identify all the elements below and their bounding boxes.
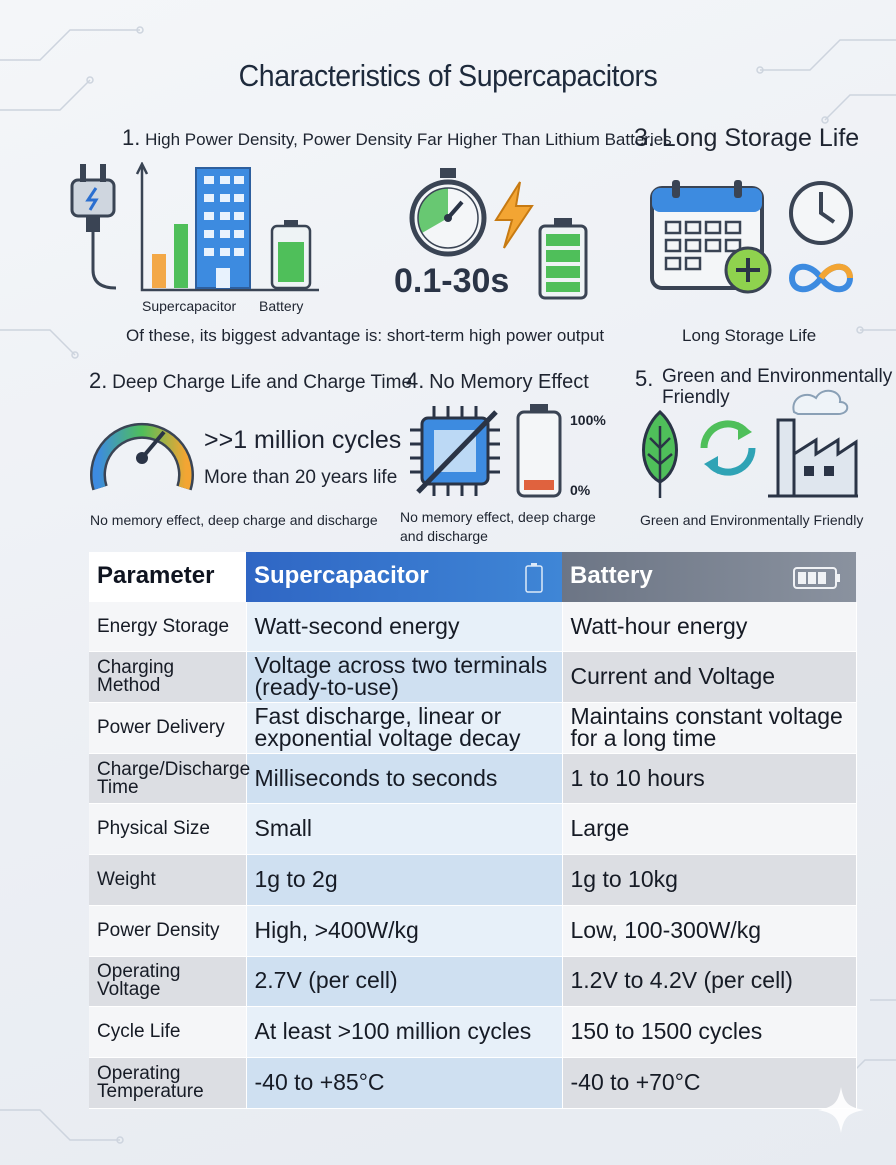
section3-caption: Long Storage Life	[682, 326, 817, 345]
supercap-cell: Fast discharge, linear or exponential vo…	[246, 702, 563, 754]
infinity-icon	[788, 263, 854, 293]
param-cell: Weight	[89, 854, 247, 906]
param-cell: Operating Voltage	[89, 956, 247, 1008]
table-row: Power Delivery Fast discharge, linear or …	[89, 702, 857, 754]
supercap-cell: -40 to +85°C	[246, 1057, 563, 1109]
table-row: Charging Method Voltage across two termin…	[89, 651, 857, 704]
header-battery: Battery	[562, 552, 856, 602]
table-row: Cycle Life At least >100 million cycles 15…	[89, 1006, 857, 1058]
header-supercapacitor-label: Supercapacitor	[254, 562, 429, 590]
plus-icon	[724, 246, 772, 294]
battery-full-icon	[538, 218, 588, 300]
percent-full: 100%	[570, 412, 606, 428]
section1-caption: Of these, its biggest advantage is: shor…	[126, 326, 605, 345]
factory-icon	[768, 389, 858, 498]
section3-heading: 3. Long Storage Life	[634, 124, 860, 152]
battery-cell: 150 to 1500 cycles	[562, 1006, 857, 1058]
table-header-row: Parameter Supercapacitor Battery	[89, 552, 856, 602]
section4-caption-line1: No memory effect, deep charge	[400, 509, 596, 525]
battery-cell: 1g to 10kg	[562, 854, 857, 906]
battery-cell: 1 to 10 hours	[562, 753, 857, 805]
sparkle-icon	[818, 1087, 864, 1133]
section5-number: 5.	[635, 366, 654, 391]
battery-cell: -40 to +70°C	[562, 1057, 857, 1109]
comparison-table: Parameter Supercapacitor Battery Energy …	[89, 552, 857, 1109]
section4-heading-text: No Memory Effect	[429, 371, 589, 393]
section1-number: 1.	[122, 125, 141, 150]
supercap-cell: At least >100 million cycles	[246, 1006, 563, 1058]
param-cell: Energy Storage	[89, 601, 247, 653]
cycles-text: >>1 million cycles	[204, 426, 402, 454]
supercap-cell: Milliseconds to seconds	[246, 753, 563, 805]
recycle-icon	[700, 420, 756, 476]
battery-cell: Large	[562, 803, 857, 856]
section5-caption: Green and Environmentally Friendly	[640, 512, 864, 528]
section5-heading-line1: Green and Environmentally	[662, 366, 893, 387]
table-row: Operating Voltage 2.7V (per cell) 1.2V to …	[89, 956, 857, 1008]
table-row: Weight 1g to 2g 1g to 10kg	[89, 854, 857, 906]
param-cell: Power Delivery	[89, 702, 247, 754]
table-row: Operating Temperature -40 to +85°C -40 to …	[89, 1057, 857, 1109]
calendar-icon	[650, 180, 772, 294]
percent-empty: 0%	[570, 482, 591, 498]
param-cell: Operating Temperature	[89, 1057, 247, 1109]
building-icon	[195, 167, 251, 289]
time-range: 0.1-30s	[394, 262, 510, 300]
header-supercapacitor: Supercapacitor	[246, 552, 562, 602]
param-cell: Cycle Life	[89, 1006, 247, 1058]
param-cell: Power Density	[89, 905, 247, 957]
clock-icon	[789, 181, 853, 245]
battery-cell: Current and Voltage	[562, 651, 857, 704]
leaf-icon	[642, 409, 678, 498]
label-battery: Battery	[259, 298, 304, 314]
chip-icon	[410, 406, 500, 496]
supercap-battery-icon	[525, 563, 543, 593]
supercap-cell: High, >400W/kg	[246, 905, 563, 957]
label-supercapacitor: Supercapacitor	[142, 298, 237, 314]
table-row: Energy Storage Watt-second energy Watt-hou…	[89, 601, 857, 653]
supercap-cell: Voltage across two terminals (ready-to-u…	[246, 651, 563, 704]
param-cell: Charging Method	[89, 651, 247, 704]
lightning-icon	[494, 181, 534, 249]
table-row: Power Density High, >400W/kg Low, 100-300W…	[89, 905, 857, 957]
table-row: Physical Size Small Large	[89, 803, 857, 856]
page-title: Characteristics of Supercapacitors	[238, 58, 658, 93]
gauge-icon	[90, 422, 194, 491]
years-text: More than 20 years life	[204, 467, 398, 488]
section2-heading: 2. Deep Charge Life and Charge Time	[89, 368, 412, 394]
section5-heading: Green and Environmentally Friendly	[662, 366, 892, 408]
section4-heading: 4. No Memory Effect	[406, 368, 589, 394]
battery-cell: Maintains constant voltage for a long ti…	[562, 702, 857, 754]
section2-caption: No memory effect, deep charge and discha…	[90, 512, 378, 528]
battery-icon	[270, 220, 312, 290]
plug-icon	[70, 164, 117, 290]
battery-cell: Low, 100-300W/kg	[562, 905, 857, 957]
battery-cell: 1.2V to 4.2V (per cell)	[562, 956, 857, 1008]
section1-heading: 1. High Power Density, Power Density Far…	[122, 125, 672, 151]
supercap-cell: Watt-second energy	[246, 601, 563, 653]
section1-heading-text: High Power Density, Power Density Far Hi…	[145, 130, 672, 149]
battery-horizontal-icon	[793, 567, 840, 589]
section5-heading-line2: Friendly	[662, 387, 730, 408]
header-battery-label: Battery	[570, 562, 653, 590]
section2-heading-text: Deep Charge Life and Charge Time	[112, 372, 413, 393]
supercap-cell: Small	[246, 803, 563, 856]
header-parameter: Parameter	[89, 552, 246, 602]
section2-number: 2.	[89, 368, 108, 393]
bar-chart-icon	[135, 162, 319, 292]
section4-number: 4.	[406, 368, 425, 393]
battery-cell: Watt-hour energy	[562, 601, 857, 653]
param-cell: Charge/Discharge Time	[89, 753, 250, 805]
supercap-cell: 2.7V (per cell)	[246, 956, 563, 1008]
stopwatch-icon	[409, 168, 487, 257]
battery-low-icon	[516, 404, 562, 498]
table-row: Charge/Discharge Time Milliseconds to sec…	[89, 753, 857, 805]
supercap-cell: 1g to 2g	[246, 854, 563, 906]
section4-caption-line2: and discharge	[400, 528, 488, 544]
param-cell: Physical Size	[89, 803, 247, 856]
